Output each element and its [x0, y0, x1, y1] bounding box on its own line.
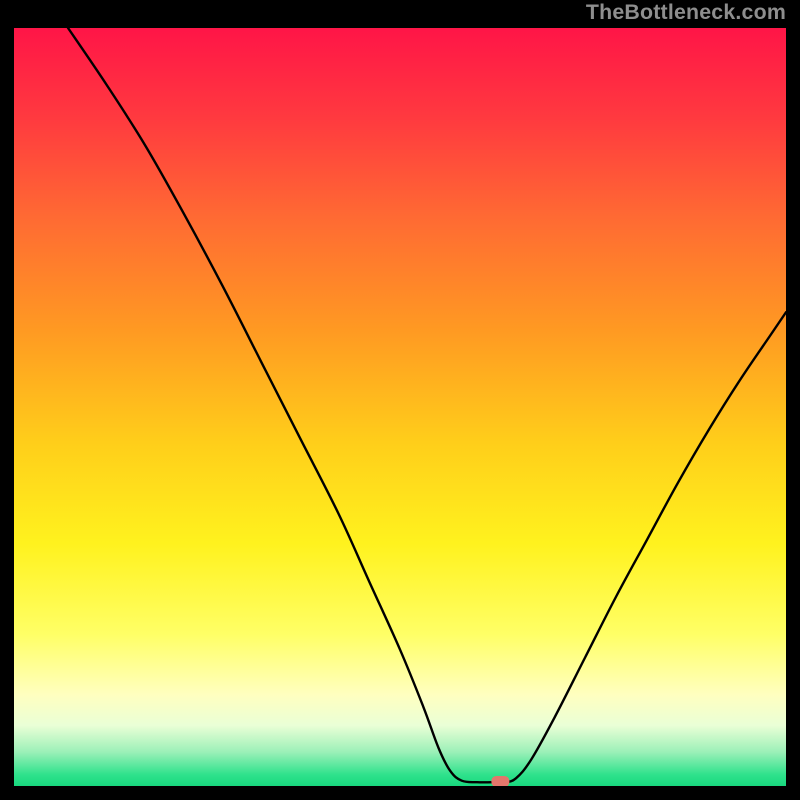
plot-area [14, 28, 786, 786]
plot-background [14, 28, 786, 786]
plot-svg [14, 28, 786, 786]
minimum-marker [491, 776, 509, 786]
watermark-text: TheBottleneck.com [586, 0, 786, 25]
